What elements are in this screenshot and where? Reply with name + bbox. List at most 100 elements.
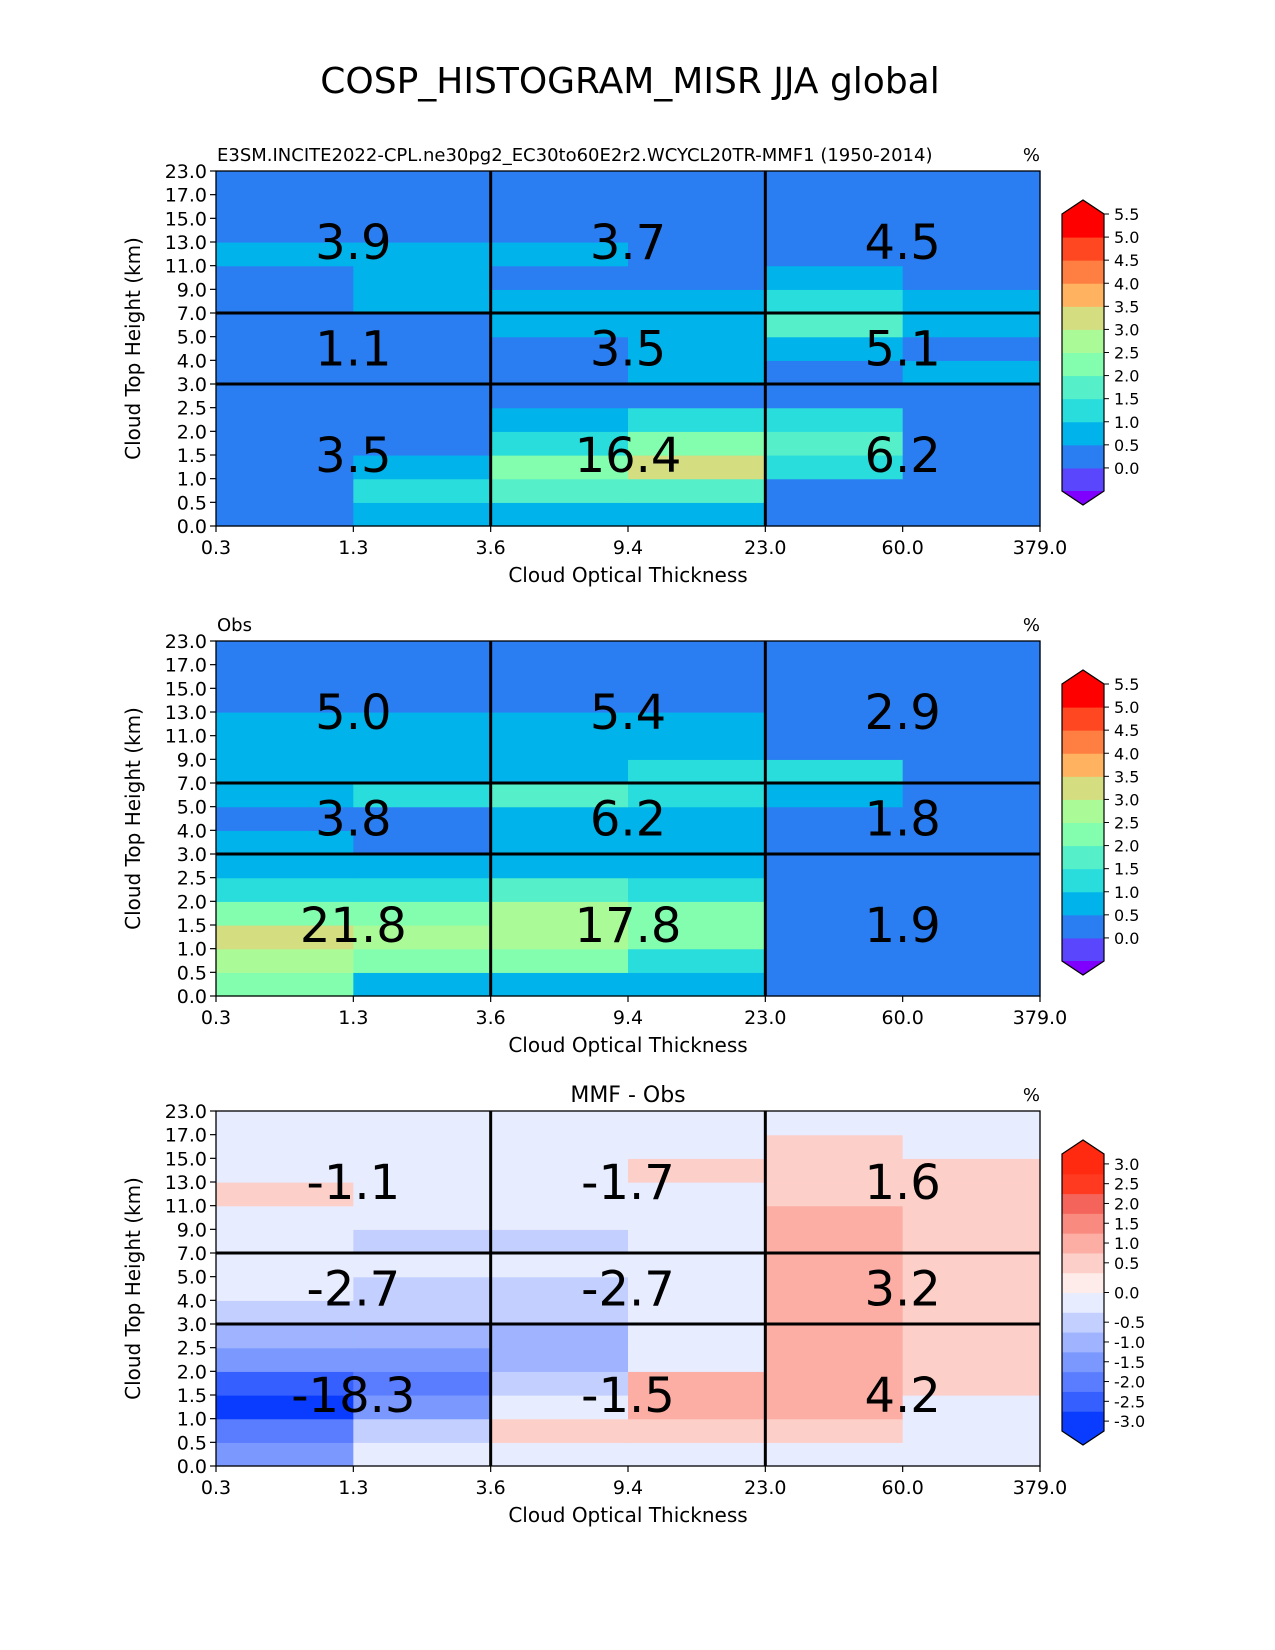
heatmap-cell (902, 478, 1041, 503)
heatmap-cell (765, 1418, 904, 1443)
y-tick-label: 0.5 (177, 962, 207, 984)
colorbar-segment (1062, 937, 1104, 962)
y-tick-label: 7.0 (177, 1243, 207, 1265)
cell-annotation: 5.0 (315, 685, 391, 741)
heatmap-cell (902, 1134, 1041, 1159)
cell-annotation: -1.1 (307, 1155, 401, 1211)
cell-annotation: 3.8 (315, 792, 391, 848)
heatmap-cell (216, 1371, 354, 1396)
heatmap-cell (353, 431, 492, 456)
heatmap-cell (628, 1182, 766, 1207)
heatmap-cell (490, 806, 629, 831)
colorbar-segment (1062, 799, 1104, 823)
y-tick-label: 0.0 (177, 986, 207, 1008)
heatmap-cell (628, 1111, 766, 1136)
heatmap-cell (353, 877, 492, 902)
y-tick-label: 9.0 (177, 749, 207, 771)
heatmap-cell (490, 384, 629, 409)
colorbar-segment (1062, 1351, 1104, 1373)
x-tick-label: 0.3 (201, 1477, 231, 1499)
heatmap-cell (490, 407, 629, 432)
heatmap-cell (628, 735, 766, 760)
heatmap-cell (765, 1395, 904, 1420)
colorbar-tick-label: 1.0 (1114, 1234, 1139, 1253)
y-tick-label: 0.5 (177, 492, 207, 514)
y-tick-label: 13.0 (165, 232, 207, 254)
y-tick-label: 9.0 (177, 279, 207, 301)
colorbar-segment (1062, 467, 1104, 492)
heatmap-cell (902, 1253, 1041, 1278)
panel-title: MMF - Obs (570, 1083, 685, 1108)
heatmap-cell (353, 455, 492, 480)
heatmap-cell (628, 712, 766, 737)
heatmap-cell (765, 360, 904, 385)
y-tick-label: 0.5 (177, 1432, 207, 1454)
colorbar-segment (1062, 1252, 1104, 1274)
colorbar-tick-label: 0.5 (1114, 436, 1139, 455)
heatmap-cell (765, 1253, 904, 1278)
y-tick-label: 9.0 (177, 1219, 207, 1241)
heatmap-cell (353, 688, 492, 713)
heatmap-cell (628, 1300, 766, 1325)
heatmap-cell (628, 783, 766, 808)
figure-title: COSP_HISTOGRAM_MISR JJA global (320, 61, 940, 102)
heatmap-cell (765, 806, 904, 831)
heatmap-cell (490, 431, 629, 456)
heatmap-cell (765, 641, 904, 666)
colorbar-tick-label: 1.0 (1114, 413, 1139, 432)
heatmap-cell (216, 854, 354, 879)
heatmap-cell (216, 313, 354, 338)
heatmap-cell (490, 1182, 629, 1207)
y-tick-label: 7.0 (177, 773, 207, 795)
heatmap-cell (628, 664, 766, 689)
group-dividers (216, 641, 1040, 996)
heatmap-cell (902, 735, 1041, 760)
heatmap-cell (765, 384, 904, 409)
heatmap-cell (216, 289, 354, 314)
y-tick-label: 0.0 (177, 516, 207, 538)
heatmap-cell (902, 925, 1041, 950)
colorbar-tick-label: 2.5 (1114, 814, 1139, 833)
cell-annotation: -2.7 (581, 1262, 675, 1318)
colorbar-segment (1062, 1193, 1104, 1214)
heatmap-cell (628, 1442, 766, 1467)
heatmap-cell (490, 759, 629, 784)
y-tick-label: 1.5 (177, 1385, 207, 1407)
heatmap-cell (216, 877, 354, 902)
heatmap-cell (628, 478, 766, 503)
heatmap-cell (902, 1324, 1041, 1349)
cell-annotation: 3.2 (864, 1262, 940, 1318)
heatmap-cell (765, 1205, 904, 1230)
x-tick-label: 60.0 (882, 1477, 924, 1499)
colorbar-under-extension (1062, 961, 1104, 975)
heatmap-cell (216, 1182, 354, 1207)
heatmap-cell (765, 925, 904, 950)
heatmap-cell (628, 1418, 766, 1443)
heatmap-cell (216, 830, 354, 855)
heatmap-cell (902, 502, 1041, 527)
heatmap-cell (353, 1276, 492, 1301)
x-tick-label: 1.3 (338, 1477, 368, 1499)
x-tick-label: 3.6 (476, 1007, 506, 1029)
heatmap-cell (902, 830, 1041, 855)
panel-1: 3.5 16.4 6.2 1.1 3.5 5.1 3.9 3.7 4.5 0.3 1.3 3.6 9.4… (121, 145, 1139, 587)
y-tick-label: 13.0 (165, 1172, 207, 1194)
heatmap-cell (628, 407, 766, 432)
y-tick-label: 2.0 (177, 421, 207, 443)
heatmap-cell (902, 313, 1041, 338)
heatmap-cell (216, 1134, 354, 1159)
heatmap-cell (353, 265, 492, 290)
heatmap-cell (490, 1324, 629, 1349)
heatmap-cell (902, 407, 1041, 432)
heatmap-cell (216, 901, 354, 926)
heatmap-cell (490, 1395, 629, 1420)
heatmap-cell (628, 336, 766, 361)
panel-units: % (1023, 1085, 1040, 1106)
heatmap-cell (353, 925, 492, 950)
heatmap-cell (490, 664, 629, 689)
heatmap-cell (902, 289, 1041, 314)
colorbar-tick-label: 4.0 (1114, 744, 1139, 763)
heatmap-cell (353, 1371, 492, 1396)
heatmap-cell (902, 431, 1041, 456)
heatmap-cell (765, 336, 904, 361)
